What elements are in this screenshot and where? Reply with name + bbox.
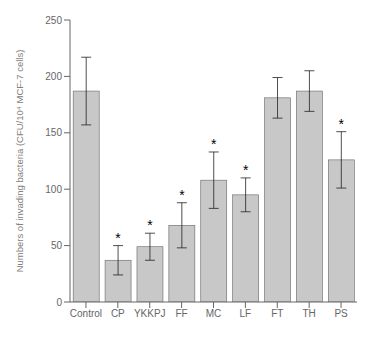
svg-text:200: 200	[45, 71, 62, 82]
svg-text:*: *	[115, 230, 121, 246]
svg-text:LF: LF	[240, 308, 252, 319]
svg-text:250: 250	[45, 15, 62, 26]
svg-text:PS: PS	[334, 308, 348, 319]
svg-text:FF: FF	[176, 308, 188, 319]
svg-text:FT: FT	[271, 308, 283, 319]
svg-text:*: *	[147, 217, 153, 233]
svg-text:*: *	[179, 187, 185, 203]
svg-text:*: *	[243, 162, 249, 178]
svg-text:Numbers of invading bacteria (: Numbers of invading bacteria (CFU/10⁴ MC…	[14, 50, 25, 273]
svg-text:MC: MC	[206, 308, 222, 319]
svg-text:YKKPJ: YKKPJ	[134, 308, 166, 319]
svg-text:Control: Control	[70, 308, 102, 319]
svg-text:0: 0	[56, 297, 62, 308]
svg-text:*: *	[339, 116, 345, 132]
svg-text:CP: CP	[111, 308, 125, 319]
svg-text:*: *	[211, 136, 217, 152]
svg-text:TH: TH	[302, 308, 315, 319]
svg-text:50: 50	[51, 240, 63, 251]
svg-text:150: 150	[45, 127, 62, 138]
svg-text:100: 100	[45, 184, 62, 195]
